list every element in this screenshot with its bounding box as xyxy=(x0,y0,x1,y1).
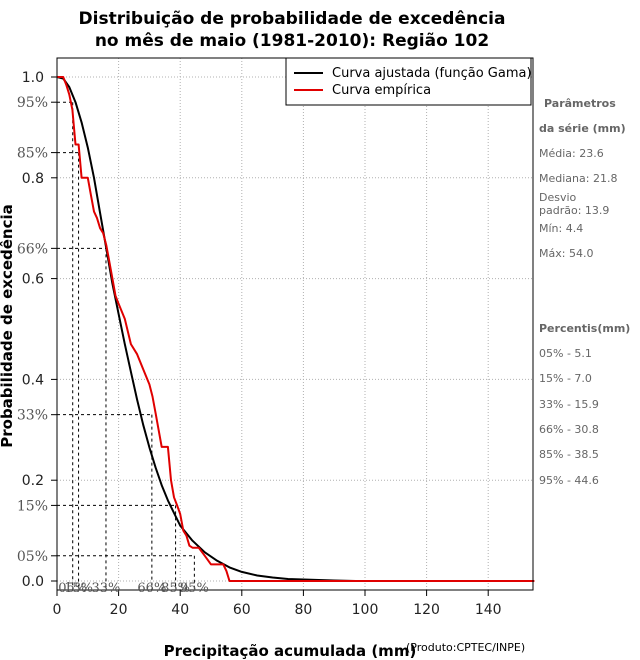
x-axis-label: Precipitação acumulada (mm) xyxy=(164,642,417,660)
series-line-fitted xyxy=(56,76,356,582)
legend: Curva ajustada (função Gama) Curva empír… xyxy=(285,57,532,106)
legend-box xyxy=(285,57,532,106)
percentile-guides xyxy=(57,101,195,590)
chart-title-line1: Distribuição de probabilidade de excedên… xyxy=(79,9,506,29)
percentile-x-label: 33% xyxy=(92,581,121,596)
stat-mediana: Mediana: 21.8 xyxy=(539,172,617,185)
x-tick-label: 120 xyxy=(413,602,440,618)
percentile-x-label: 15% xyxy=(64,581,93,596)
x-tick-label: 40 xyxy=(171,602,189,618)
percentil-15: 15% - 7.0 xyxy=(539,372,592,385)
x-tick-label: 20 xyxy=(110,602,128,618)
percentis-heading: Percentis(mm) xyxy=(539,322,630,335)
stat-media: Média: 23.6 xyxy=(539,147,604,160)
bottom-percent-labels: 05%15%33% 66%85%95% xyxy=(58,581,209,596)
y-tick-label: 1.0 xyxy=(22,70,44,86)
y-pct-tick-label: 66% xyxy=(17,241,48,257)
x-tick-label: 80 xyxy=(294,602,312,618)
y-pct-tick-label: 15% xyxy=(17,498,48,514)
params-heading-2: da série (mm) xyxy=(539,122,626,135)
params-heading-1: Parâmetros xyxy=(544,97,616,110)
stat-desvio-2: padrão: 13.9 xyxy=(539,204,609,217)
stat-min: Mín: 4.4 xyxy=(539,222,583,235)
y-tick-label: 0.2 xyxy=(22,473,44,489)
percentil-85: 85% - 38.5 xyxy=(539,448,599,461)
y-tick-label: 0.4 xyxy=(22,372,44,388)
y-tick-label: 0.6 xyxy=(22,272,44,288)
stat-max: Máx: 54.0 xyxy=(539,247,593,260)
percentil-95: 95% - 44.6 xyxy=(539,474,599,487)
y-tick-label: 0.0 xyxy=(22,574,44,590)
chart-title-line2: no mês de maio (1981-2010): Região 102 xyxy=(95,31,489,51)
series-line-empirical xyxy=(57,76,535,582)
y-pct-tick-label: 95% xyxy=(17,95,48,111)
x-tick-label: 60 xyxy=(233,602,251,618)
credit-text: (Produto:CPTEC/INPE) xyxy=(406,641,525,654)
percentil-33: 33% - 15.9 xyxy=(539,398,599,411)
series-layer xyxy=(56,76,535,582)
percentile-x-label: 85% xyxy=(161,581,190,596)
percentil-66: 66% - 30.8 xyxy=(539,423,599,436)
x-axis: 0 20 40 60 80 100 120 140 xyxy=(53,590,502,618)
legend-label-empirical: Curva empírica xyxy=(332,83,431,98)
y-axis: 0.0 0.2 0.4 0.6 0.8 1.0 xyxy=(22,70,57,590)
percentil-05: 05% - 5.1 xyxy=(539,347,592,360)
y-pct-tick-label: 85% xyxy=(17,146,48,162)
y-pct-tick-label: 05% xyxy=(17,549,48,565)
y-axis-label: Probabilidade de excedência xyxy=(0,204,16,448)
legend-label-fitted: Curva ajustada (função Gama) xyxy=(332,66,532,81)
grid-lines xyxy=(57,58,533,590)
percentile-x-label: 05% xyxy=(58,581,87,596)
percentile-x-label: 66% xyxy=(137,581,166,596)
y-pct-tick-label: 33% xyxy=(17,408,48,424)
plot-frame xyxy=(56,57,534,591)
stat-desvio-1: Desvio xyxy=(539,191,577,204)
stats-panel: Parâmetros da série (mm) Média: 23.6 Med… xyxy=(539,97,630,487)
x-tick-label: 100 xyxy=(352,602,379,618)
x-tick-label: 0 xyxy=(53,602,62,618)
y-tick-label: 0.8 xyxy=(22,171,44,187)
y-percent-axis: 95% 85% 66% 33% 15% 05% xyxy=(17,95,57,565)
percentile-x-label: 95% xyxy=(180,581,209,596)
x-tick-label: 140 xyxy=(475,602,502,618)
